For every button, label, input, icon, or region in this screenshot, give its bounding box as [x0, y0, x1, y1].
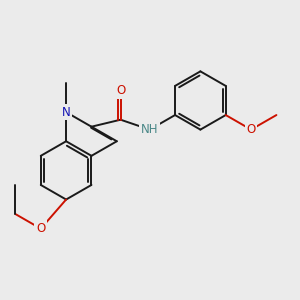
Text: O: O	[246, 123, 256, 136]
Text: N: N	[62, 106, 70, 118]
Text: NH: NH	[141, 123, 158, 136]
Text: O: O	[116, 84, 125, 97]
Text: O: O	[36, 222, 45, 235]
